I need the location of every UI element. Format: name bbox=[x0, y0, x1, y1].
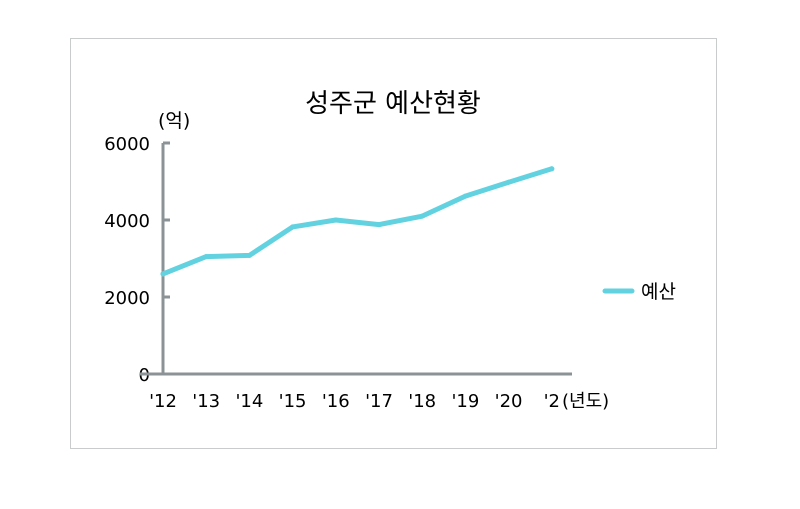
data-point bbox=[246, 252, 252, 258]
x-tick-label: '18 bbox=[408, 391, 436, 412]
x-tick-label: '12 bbox=[149, 391, 177, 412]
data-point bbox=[333, 217, 339, 223]
data-point bbox=[203, 254, 209, 260]
y-axis-ticks: 6000400020000 bbox=[104, 134, 170, 386]
y-tick-label: 6000 bbox=[104, 134, 150, 155]
x-axis-ticks: '12 '13 '14 '15 '16 '17 '18 '19 '20 '2 bbox=[149, 391, 560, 412]
data-point bbox=[290, 224, 296, 230]
x-tick-label: '16 bbox=[322, 391, 350, 412]
x-tick-label: '13 bbox=[192, 391, 220, 412]
legend-label: 예산 bbox=[641, 281, 676, 303]
x-tick-label: '20 bbox=[495, 391, 523, 412]
y-axis-unit-label: (억) bbox=[158, 110, 190, 132]
data-point bbox=[462, 193, 468, 199]
chart-frame bbox=[70, 38, 717, 449]
x-tick-label: '15 bbox=[279, 391, 307, 412]
x-tick-label: '2 bbox=[544, 391, 560, 412]
data-point bbox=[160, 271, 166, 277]
chart-title: 성주군 예산현황 bbox=[305, 89, 481, 119]
data-point bbox=[419, 213, 425, 219]
data-point bbox=[376, 222, 382, 228]
x-tick-label: '14 bbox=[235, 391, 263, 412]
legend: 예산 bbox=[602, 281, 676, 303]
y-tick-label: 4000 bbox=[104, 211, 150, 232]
x-tick-label: '19 bbox=[451, 391, 479, 412]
data-point bbox=[549, 166, 555, 172]
x-axis-unit-label: (년도) bbox=[562, 391, 609, 412]
series-points bbox=[160, 166, 555, 277]
x-tick-label: '17 bbox=[365, 391, 393, 412]
data-point bbox=[506, 179, 512, 185]
series-line-budget bbox=[160, 166, 555, 277]
y-tick-label: 2000 bbox=[104, 288, 150, 309]
